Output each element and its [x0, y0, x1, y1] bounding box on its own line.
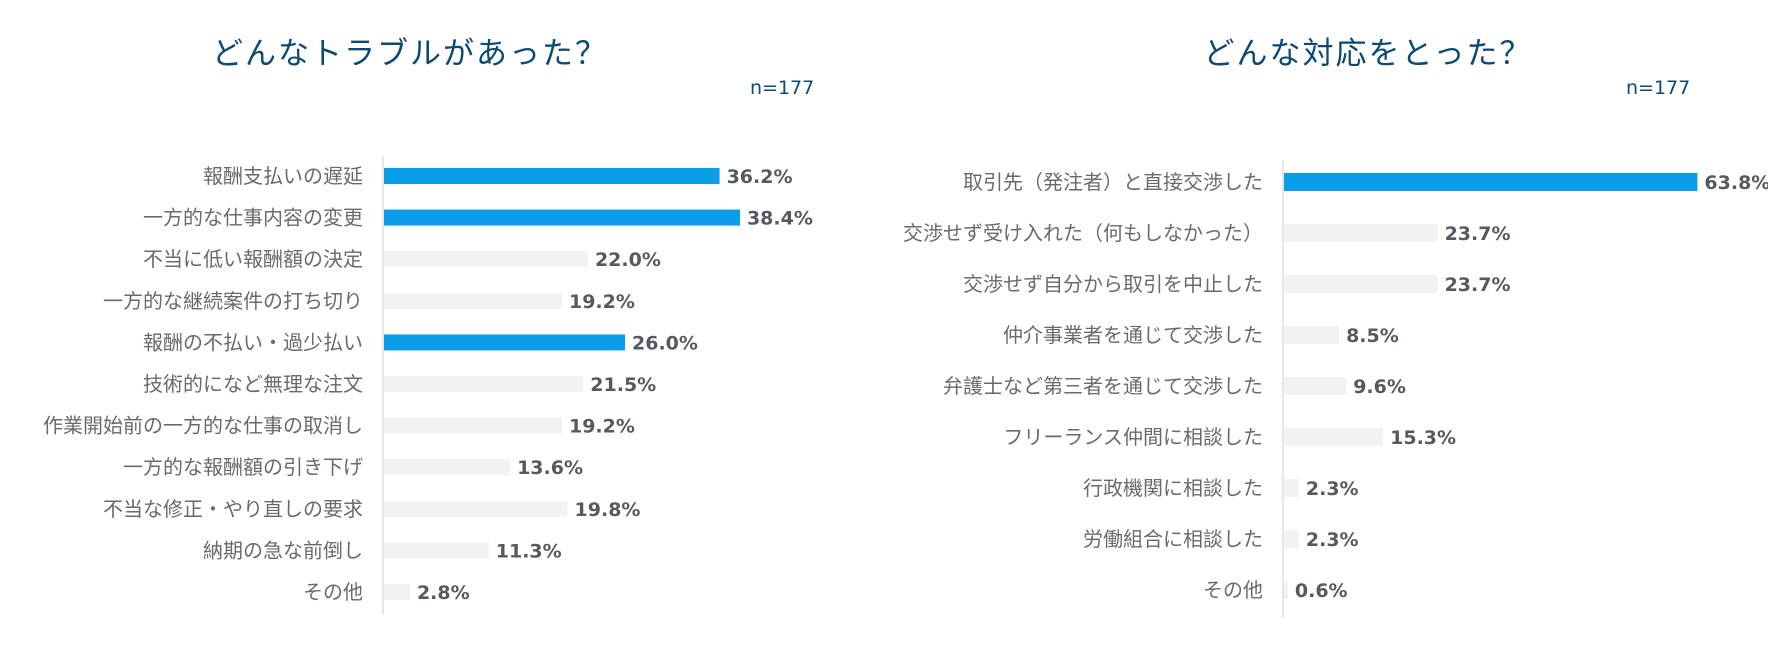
chart-title: どんな対応をとった？	[1203, 36, 1533, 72]
value-label: 2.3%	[1306, 478, 1359, 500]
value-label: 23.7%	[1445, 274, 1511, 296]
bar	[384, 542, 489, 559]
category-label: 一方的な報酬額の引き下げ	[123, 455, 363, 479]
category-label: 行政機関に相談した	[1083, 476, 1263, 500]
value-label: 26.0%	[632, 332, 698, 354]
bar	[384, 209, 740, 226]
value-label: 19.8%	[575, 499, 641, 521]
value-label: 11.3%	[496, 540, 562, 562]
value-label: 19.2%	[569, 291, 635, 313]
value-label: 36.2%	[727, 166, 793, 188]
bar	[384, 292, 562, 309]
bar	[1284, 479, 1299, 497]
category-label: 一方的な継続案件の打ち切り	[103, 289, 363, 313]
value-label: 38.4%	[747, 208, 813, 230]
category-label: 報酬の不払い・過少払い	[143, 330, 363, 354]
bar	[384, 251, 588, 268]
sample-size-label: n=177	[1626, 77, 1691, 99]
category-label: 不当に低い報酬額の決定	[143, 247, 363, 271]
bar	[384, 584, 410, 600]
category-label: 作業開始前の一方的な仕事の取消し	[43, 414, 363, 438]
bar	[1284, 224, 1438, 242]
value-label: 0.6%	[1295, 580, 1348, 602]
category-label: 労働組合に相談した	[1083, 527, 1263, 551]
category-label: 仲介事業者を通じて交渉した	[1003, 323, 1263, 347]
bar	[384, 459, 511, 476]
value-label: 19.2%	[569, 416, 635, 438]
bar	[1284, 428, 1384, 446]
value-label: 21.5%	[590, 374, 656, 396]
value-label: 9.6%	[1353, 376, 1406, 398]
trouble-bar-chart: 報酬支払いの遅延 36.2% 一方的な仕事内容の変更 38.4% 不当に低い報酬額の決定…	[43, 156, 813, 614]
category-label: 不当な修正・やり直しの要求	[103, 497, 363, 521]
bar	[384, 168, 720, 184]
bar	[384, 334, 626, 351]
bar	[384, 376, 584, 392]
bar	[1284, 326, 1340, 344]
bar	[1284, 377, 1347, 395]
category-label: その他	[1203, 578, 1263, 602]
category-label: フリーランス仲間に相談した	[1003, 425, 1263, 449]
value-label: 22.0%	[595, 249, 661, 271]
bar	[1284, 530, 1299, 548]
value-label: 2.3%	[1306, 529, 1359, 551]
chart-title: どんなトラブルがあった？	[212, 36, 608, 72]
value-label: 15.3%	[1390, 427, 1456, 449]
category-label: 技術的になど無理な注文	[143, 372, 363, 396]
category-label: その他	[303, 580, 363, 604]
bar	[1284, 173, 1698, 191]
bar	[384, 417, 562, 434]
bar	[1284, 581, 1288, 599]
value-label: 13.6%	[517, 457, 583, 479]
response-bar-chart: 取引先（発注者）と直接交渉した 63.8% 交渉せず受け入れた（何もしなかった） 23…	[903, 160, 1768, 618]
value-label: 8.5%	[1346, 325, 1399, 347]
category-label: 納期の急な前倒し	[203, 538, 363, 562]
value-label: 2.8%	[417, 582, 470, 604]
response-chart-panel: どんな対応をとった？ n=177 取引先（発注者）と直接交渉した 63.8% 交渉せ…	[880, 0, 1768, 662]
category-label: 交渉せず受け入れた（何もしなかった）	[903, 221, 1263, 245]
value-label: 63.8%	[1704, 172, 1768, 194]
bar	[1284, 275, 1438, 293]
value-label: 23.7%	[1445, 223, 1511, 245]
sample-size-label: n=177	[750, 77, 815, 99]
bar	[384, 500, 568, 517]
category-label: 交渉せず自分から取引を中止した	[963, 272, 1263, 296]
category-label: 取引先（発注者）と直接交渉した	[963, 170, 1263, 194]
category-label: 一方的な仕事内容の変更	[143, 206, 363, 230]
category-label: 報酬支払いの遅延	[203, 164, 363, 188]
trouble-chart-panel: どんなトラブルがあった？ n=177 報酬支払いの遅延 36.2% 一方的な仕事内容…	[0, 0, 880, 662]
category-label: 弁護士など第三者を通じて交渉した	[943, 374, 1263, 398]
